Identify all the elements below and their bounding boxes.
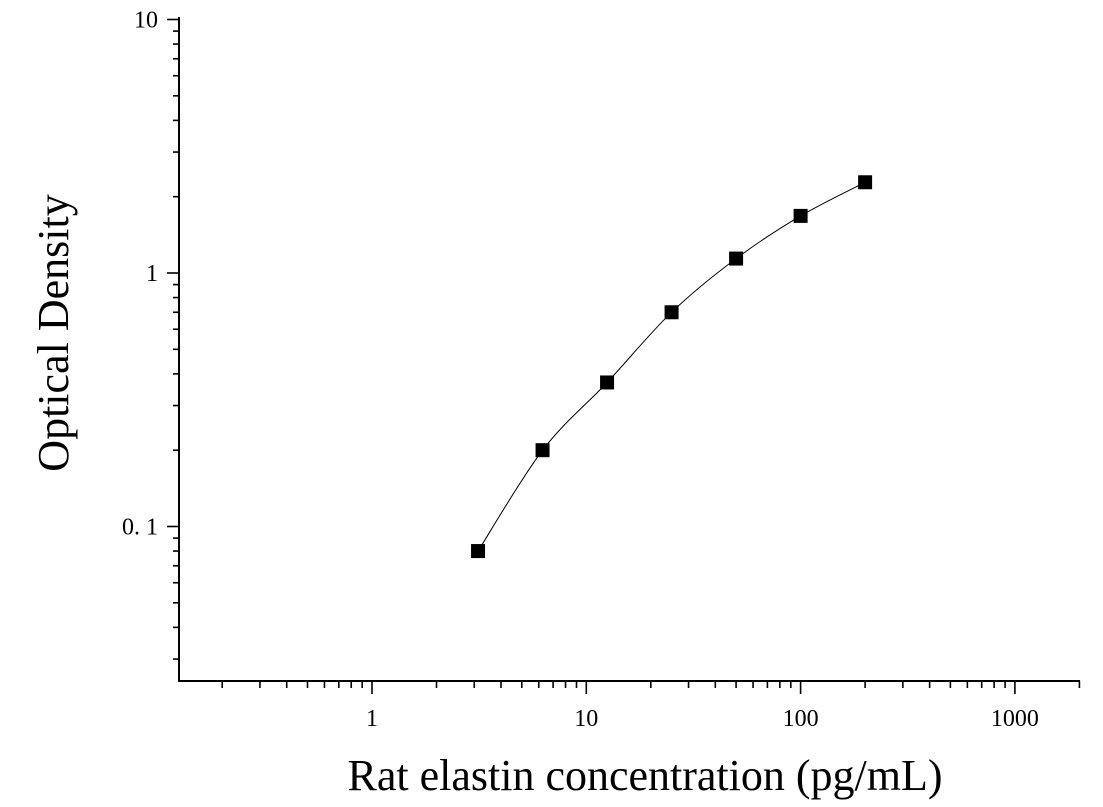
data-point [664, 305, 679, 320]
x-axis-title: Rat elastin concentration (pg/mL) [347, 751, 942, 800]
axes [178, 17, 1080, 682]
data-point [535, 443, 550, 458]
x-tick-label: 10 [574, 706, 598, 732]
y-axis-title: Optical Density [29, 194, 78, 471]
ticks [167, 18, 1081, 694]
data-point [471, 544, 486, 559]
y-tick-label: 0. 1 [122, 515, 158, 541]
data-point [793, 208, 808, 223]
fit-curve [477, 181, 866, 552]
y-tick-label: 10 [134, 8, 158, 34]
x-tick-label: 1000 [991, 706, 1039, 732]
tick-labels: 1 10 100 1000 0. 1 1 10 [122, 8, 1039, 733]
x-tick-label: 100 [783, 706, 819, 732]
y-tick-label: 1 [146, 261, 158, 287]
data-markers [471, 175, 873, 559]
data-point [858, 175, 873, 190]
x-tick-label: 1 [366, 706, 378, 732]
data-point [729, 251, 744, 266]
data-point [600, 375, 615, 390]
